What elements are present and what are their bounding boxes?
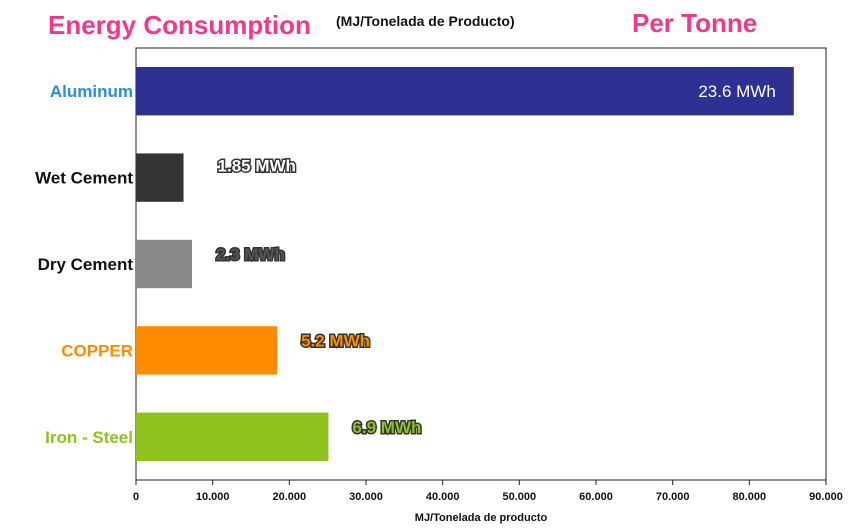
chart-title: Energy Consumption: [48, 10, 311, 40]
x-tick-label: 50.000: [503, 491, 537, 503]
x-axis-title: MJ/Tonelada de producto: [415, 512, 548, 524]
bar-copper: [136, 326, 278, 375]
x-tick-label: 10.000: [196, 491, 230, 503]
bar-aluminum: [136, 67, 794, 116]
plot-area: [135, 47, 827, 481]
chart-subtitle: (MJ/Tonelada de Producto): [336, 13, 515, 29]
bar-wet-cement: [136, 153, 184, 202]
x-tick-label: 30.000: [349, 491, 383, 503]
value-label-wet-cement: 1.85 MWh: [218, 157, 296, 176]
bar-dry-cement: [136, 239, 192, 289]
x-tick-label: 60.000: [579, 491, 613, 503]
category-label-dry-cement: Dry Cement: [38, 255, 134, 274]
category-label-copper: COPPER: [61, 341, 133, 360]
value-label-dry-cement: 2.3 MWh: [216, 245, 285, 264]
x-axis-ticks: 0 10.000 20.000 30.000 40.000 50.000 60.000 70.…: [133, 480, 843, 503]
x-tick-label: 20.000: [273, 491, 307, 503]
value-labels-group: 23.6 MWh 1.85 MWh 2.3 MWh 5.2 MWh 6.9 MWh: [214, 82, 775, 438]
x-tick-label: 0: [133, 491, 139, 503]
chart-title-right: Per Tonne: [632, 8, 757, 38]
category-label-iron-steel: Iron - Steel: [45, 428, 133, 447]
value-label-copper: 5.2 MWh: [301, 331, 370, 350]
x-tick-label: 90.000: [809, 491, 843, 503]
x-tick-label: 80.000: [733, 491, 767, 503]
x-tick-label: 40.000: [426, 491, 460, 503]
value-label-iron-steel: 6.9 MWh: [352, 418, 421, 437]
category-label-aluminum: Aluminum: [50, 82, 133, 101]
bar-iron-steel: [136, 412, 329, 461]
category-labels-group: Aluminum Wet Cement Dry Cement COPPER Iron -…: [34, 82, 134, 448]
value-label-aluminum: 23.6 MWh: [698, 82, 775, 101]
bars-group: [136, 67, 794, 461]
category-label-wet-cement: Wet Cement: [35, 169, 133, 188]
x-tick-label: 70.000: [656, 491, 690, 503]
